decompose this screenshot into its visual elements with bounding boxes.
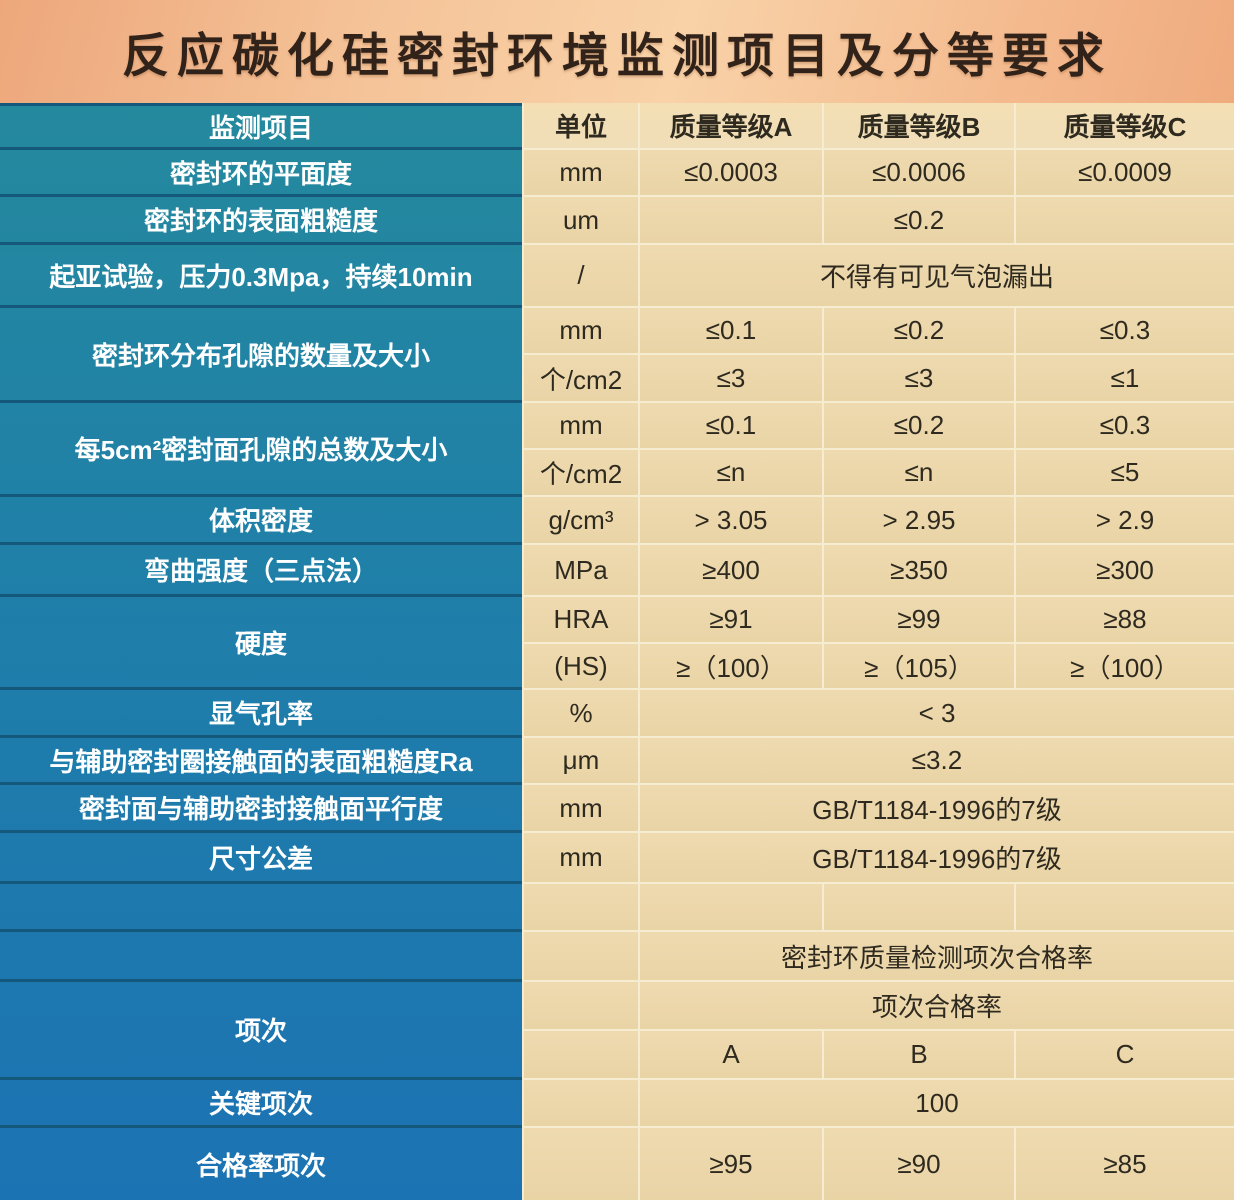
porosity-item-cell: 显气孔率 bbox=[0, 690, 522, 738]
pass-rate-unit-cell bbox=[522, 1128, 638, 1200]
spacer-a-cell bbox=[638, 884, 822, 932]
items-header-unit-cell bbox=[522, 982, 638, 1031]
key-items-item-cell: 关键项次 bbox=[0, 1080, 522, 1128]
pore-total-item-cell: 每5cm²密封面孔隙的总数及大小 bbox=[0, 403, 522, 497]
section-item-cell bbox=[0, 932, 522, 982]
leak-test-item-cell: 起亚试验，压力0.3Mpa，持续10min bbox=[0, 245, 522, 308]
bending-a-cell: ≥400 bbox=[638, 545, 822, 597]
pore-dist-a1-cell: ≤0.1 bbox=[638, 308, 822, 355]
pore-dist-a2-cell: ≤3 bbox=[638, 355, 822, 403]
header-grade-b-cell: 质量等级B bbox=[822, 103, 1014, 150]
pore-total-unit1-cell: mm bbox=[522, 403, 638, 450]
pore-dist-b1-cell: ≤0.2 bbox=[822, 308, 1014, 355]
pass-rate-b-cell: ≥90 bbox=[822, 1128, 1014, 1200]
items-abc-unit-cell bbox=[522, 1031, 638, 1080]
flatness-b-cell: ≤0.0006 bbox=[822, 150, 1014, 197]
hardness-b2-cell: ≥（105） bbox=[822, 644, 1014, 690]
pass-rate-c-cell: ≥85 bbox=[1014, 1128, 1234, 1200]
header-grade-a-cell: 质量等级A bbox=[638, 103, 822, 150]
hardness-unit1-cell: HRA bbox=[522, 597, 638, 644]
spec-table: 监测项目 单位 质量等级A 质量等级B 质量等级C 密封环的平面度 mm ≤0.… bbox=[0, 103, 1234, 1200]
parallelism-unit-cell: mm bbox=[522, 785, 638, 833]
pore-total-b1-cell: ≤0.2 bbox=[822, 403, 1014, 450]
bending-item-cell: 弯曲强度（三点法） bbox=[0, 545, 522, 597]
pass-rate-a-cell: ≥95 bbox=[638, 1128, 822, 1200]
tolerance-merged-cell: GB/T1184-1996的7级 bbox=[638, 833, 1234, 884]
section-unit-cell bbox=[522, 932, 638, 982]
pore-total-unit2-cell: 个/cm2 bbox=[522, 450, 638, 497]
density-b-cell: > 2.95 bbox=[822, 497, 1014, 545]
density-a-cell: > 3.05 bbox=[638, 497, 822, 545]
roughness-item-cell: 密封环的表面粗糙度 bbox=[0, 197, 522, 245]
key-items-unit-cell bbox=[522, 1080, 638, 1128]
header-item-cell: 监测项目 bbox=[0, 103, 522, 150]
bending-unit-cell: MPa bbox=[522, 545, 638, 597]
hardness-c2-cell: ≥（100） bbox=[1014, 644, 1234, 690]
page-title: 反应碳化硅密封环境监测项目及分等要求 bbox=[122, 29, 1112, 82]
pore-total-c1-cell: ≤0.3 bbox=[1014, 403, 1234, 450]
pore-dist-c1-cell: ≤0.3 bbox=[1014, 308, 1234, 355]
contact-ra-merged-cell: ≤3.2 bbox=[638, 738, 1234, 785]
roughness-c-cell bbox=[1014, 197, 1234, 245]
hardness-c1-cell: ≥88 bbox=[1014, 597, 1234, 644]
pore-total-a1-cell: ≤0.1 bbox=[638, 403, 822, 450]
roughness-a-cell bbox=[638, 197, 822, 245]
title-bar: 反应碳化硅密封环境监测项目及分等要求 bbox=[0, 0, 1234, 103]
pore-total-a2-cell: ≤n bbox=[638, 450, 822, 497]
flatness-item-cell: 密封环的平面度 bbox=[0, 150, 522, 197]
flatness-c-cell: ≤0.0009 bbox=[1014, 150, 1234, 197]
parallelism-merged-cell: GB/T1184-1996的7级 bbox=[638, 785, 1234, 833]
leak-test-unit-cell: / bbox=[522, 245, 638, 308]
pore-total-c2-cell: ≤5 bbox=[1014, 450, 1234, 497]
pore-dist-item-cell: 密封环分布孔隙的数量及大小 bbox=[0, 308, 522, 403]
bending-c-cell: ≥300 bbox=[1014, 545, 1234, 597]
spacer-c-cell bbox=[1014, 884, 1234, 932]
parallelism-item-cell: 密封面与辅助密封接触面平行度 bbox=[0, 785, 522, 833]
pore-dist-unit2-cell: 个/cm2 bbox=[522, 355, 638, 403]
bending-b-cell: ≥350 bbox=[822, 545, 1014, 597]
spacer-unit-cell bbox=[522, 884, 638, 932]
key-items-merged-cell: 100 bbox=[638, 1080, 1234, 1128]
density-c-cell: > 2.9 bbox=[1014, 497, 1234, 545]
items-abc-b-cell: B bbox=[822, 1031, 1014, 1080]
pore-dist-c2-cell: ≤1 bbox=[1014, 355, 1234, 403]
contact-ra-unit-cell: μm bbox=[522, 738, 638, 785]
density-unit-cell: g/cm³ bbox=[522, 497, 638, 545]
density-item-cell: 体积密度 bbox=[0, 497, 522, 545]
roughness-unit-cell: um bbox=[522, 197, 638, 245]
contact-ra-item-cell: 与辅助密封圈接触面的表面粗糙度Ra bbox=[0, 738, 522, 785]
hardness-unit2-cell: (HS) bbox=[522, 644, 638, 690]
spacer-item-cell bbox=[0, 884, 522, 932]
porosity-unit-cell: % bbox=[522, 690, 638, 738]
hardness-a2-cell: ≥（100） bbox=[638, 644, 822, 690]
tolerance-unit-cell: mm bbox=[522, 833, 638, 884]
items-abc-a-cell: A bbox=[638, 1031, 822, 1080]
roughness-b-cell: ≤0.2 bbox=[822, 197, 1014, 245]
porosity-merged-cell: < 3 bbox=[638, 690, 1234, 738]
hardness-a1-cell: ≥91 bbox=[638, 597, 822, 644]
items-header-merged-cell: 项次合格率 bbox=[638, 982, 1234, 1031]
pore-total-b2-cell: ≤n bbox=[822, 450, 1014, 497]
tolerance-item-cell: 尺寸公差 bbox=[0, 833, 522, 884]
header-grade-c-cell: 质量等级C bbox=[1014, 103, 1234, 150]
flatness-a-cell: ≤0.0003 bbox=[638, 150, 822, 197]
spacer-b-cell bbox=[822, 884, 1014, 932]
pore-dist-b2-cell: ≤3 bbox=[822, 355, 1014, 403]
pore-dist-unit1-cell: mm bbox=[522, 308, 638, 355]
flatness-unit-cell: mm bbox=[522, 150, 638, 197]
hardness-item-cell: 硬度 bbox=[0, 597, 522, 690]
items-abc-c-cell: C bbox=[1014, 1031, 1234, 1080]
section-merged-cell: 密封环质量检测项次合格率 bbox=[638, 932, 1234, 982]
leak-test-merged-cell: 不得有可见气泡漏出 bbox=[638, 245, 1234, 308]
items-header-item-cell: 项次 bbox=[0, 982, 522, 1080]
hardness-b1-cell: ≥99 bbox=[822, 597, 1014, 644]
header-unit-cell: 单位 bbox=[522, 103, 638, 150]
pass-rate-item-cell: 合格率项次 bbox=[195, 1150, 326, 1181]
